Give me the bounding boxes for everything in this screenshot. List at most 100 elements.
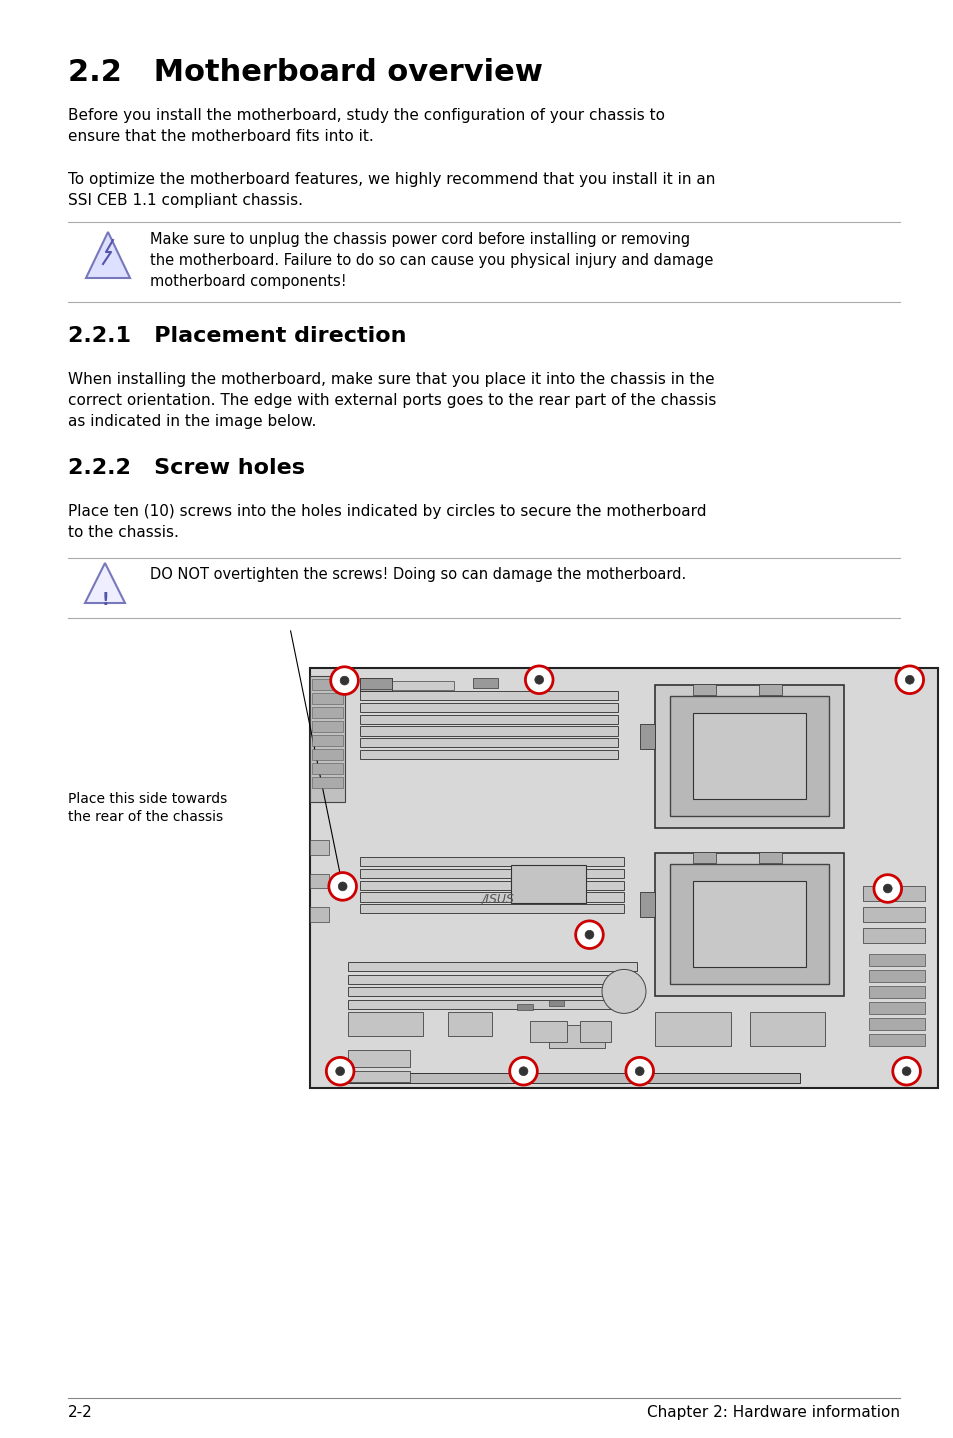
Circle shape bbox=[518, 1067, 527, 1076]
Bar bbox=[862, 929, 924, 943]
Circle shape bbox=[326, 1057, 354, 1086]
Text: When installing the motherboard, make sure that you place it into the chassis in: When installing the motherboard, make su… bbox=[68, 372, 716, 429]
Bar bbox=[579, 1021, 611, 1041]
Bar bbox=[347, 975, 636, 984]
Circle shape bbox=[335, 1067, 344, 1076]
Bar bbox=[360, 715, 618, 723]
Bar bbox=[310, 669, 937, 1089]
Circle shape bbox=[873, 874, 901, 902]
Circle shape bbox=[329, 873, 356, 900]
Bar bbox=[868, 986, 924, 998]
Text: 2.2   Motherboard overview: 2.2 Motherboard overview bbox=[68, 58, 542, 88]
Bar bbox=[692, 853, 715, 863]
Bar bbox=[347, 1071, 410, 1081]
Circle shape bbox=[575, 920, 602, 949]
Bar bbox=[310, 907, 329, 922]
Bar bbox=[448, 1012, 492, 1035]
Text: DO NOT overtighten the screws! Doing so can damage the motherboard.: DO NOT overtighten the screws! Doing so … bbox=[150, 567, 685, 582]
Bar bbox=[360, 869, 623, 879]
Circle shape bbox=[635, 1067, 643, 1076]
Bar bbox=[310, 840, 329, 856]
Bar bbox=[511, 866, 586, 903]
Bar bbox=[759, 853, 781, 863]
Bar bbox=[868, 1002, 924, 1014]
Bar bbox=[639, 723, 655, 749]
Text: /ISUS: /ISUS bbox=[481, 893, 515, 906]
Circle shape bbox=[892, 1057, 920, 1086]
Bar bbox=[347, 1073, 799, 1083]
Circle shape bbox=[625, 1057, 653, 1086]
Bar bbox=[360, 880, 623, 890]
Text: Place ten (10) screws into the holes indicated by circles to secure the motherbo: Place ten (10) screws into the holes ind… bbox=[68, 503, 706, 541]
Bar bbox=[868, 1034, 924, 1045]
Bar bbox=[360, 703, 618, 712]
Circle shape bbox=[331, 667, 358, 695]
Bar bbox=[473, 679, 497, 687]
Bar bbox=[517, 1004, 533, 1011]
Bar bbox=[360, 726, 618, 736]
Circle shape bbox=[902, 1067, 910, 1076]
Bar bbox=[312, 707, 342, 719]
Bar bbox=[862, 907, 924, 922]
Bar bbox=[360, 692, 618, 700]
Circle shape bbox=[584, 930, 593, 939]
Bar bbox=[312, 693, 342, 705]
Text: 2-2: 2-2 bbox=[68, 1405, 92, 1419]
Bar bbox=[868, 971, 924, 982]
Bar bbox=[360, 905, 623, 913]
Bar bbox=[548, 1025, 604, 1048]
Bar bbox=[312, 679, 342, 690]
Bar bbox=[749, 1012, 824, 1045]
Circle shape bbox=[882, 884, 891, 893]
Circle shape bbox=[904, 676, 913, 684]
Polygon shape bbox=[86, 232, 130, 278]
Bar bbox=[655, 853, 842, 995]
Bar bbox=[692, 684, 715, 695]
Circle shape bbox=[338, 881, 347, 890]
Bar bbox=[312, 778, 342, 788]
Bar bbox=[670, 864, 828, 984]
Bar bbox=[360, 679, 392, 689]
Bar bbox=[347, 962, 636, 971]
Bar bbox=[312, 722, 342, 732]
Bar bbox=[347, 1050, 410, 1067]
Text: To optimize the motherboard features, we highly recommend that you install it in: To optimize the motherboard features, we… bbox=[68, 173, 715, 209]
Bar bbox=[670, 696, 828, 817]
Bar bbox=[639, 892, 655, 917]
Bar bbox=[360, 738, 618, 748]
Text: 2.2.2   Screw holes: 2.2.2 Screw holes bbox=[68, 457, 305, 477]
Circle shape bbox=[525, 666, 553, 693]
Bar bbox=[692, 713, 805, 800]
Bar bbox=[312, 735, 342, 746]
Circle shape bbox=[340, 676, 349, 684]
Bar bbox=[360, 857, 623, 866]
Text: Make sure to unplug the chassis power cord before installing or removing
the mot: Make sure to unplug the chassis power co… bbox=[150, 232, 713, 289]
Bar bbox=[392, 682, 454, 690]
Bar bbox=[347, 988, 636, 997]
Bar bbox=[347, 999, 636, 1009]
Bar bbox=[759, 684, 781, 695]
Text: Chapter 2: Hardware information: Chapter 2: Hardware information bbox=[646, 1405, 899, 1419]
Bar bbox=[868, 1018, 924, 1030]
Bar bbox=[312, 764, 342, 775]
Bar bbox=[655, 684, 842, 828]
Text: !: ! bbox=[101, 591, 109, 610]
Bar bbox=[347, 1012, 422, 1035]
Circle shape bbox=[601, 969, 645, 1014]
Circle shape bbox=[535, 676, 543, 684]
Polygon shape bbox=[85, 564, 125, 603]
Bar bbox=[692, 881, 805, 966]
Bar bbox=[310, 676, 344, 802]
Text: 2.2.1   Placement direction: 2.2.1 Placement direction bbox=[68, 326, 406, 347]
Bar bbox=[360, 749, 618, 759]
Bar bbox=[360, 679, 392, 692]
Circle shape bbox=[895, 666, 923, 693]
Bar bbox=[548, 999, 564, 1007]
Text: Place this side towards
the rear of the chassis: Place this side towards the rear of the … bbox=[68, 792, 227, 824]
Bar bbox=[655, 1012, 730, 1045]
Bar bbox=[312, 749, 342, 761]
Bar bbox=[360, 893, 623, 902]
Bar bbox=[862, 886, 924, 902]
Text: Before you install the motherboard, study the configuration of your chassis to
e: Before you install the motherboard, stud… bbox=[68, 108, 664, 144]
Circle shape bbox=[509, 1057, 537, 1086]
